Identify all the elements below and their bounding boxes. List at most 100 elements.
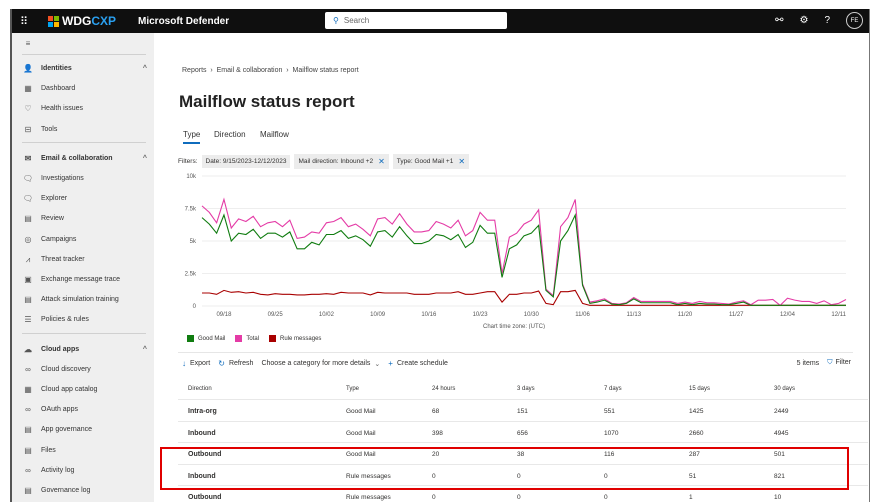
avatar[interactable]: FE [846,12,863,29]
item-icon: 🗨 [22,194,34,204]
sidebar-item[interactable]: ▤ Review [22,214,147,223]
column-header[interactable]: 30 days [774,386,796,392]
table-cell: 821 [774,472,785,480]
table-cell: 0 [432,472,436,480]
divider [22,54,146,55]
item-icon: ∞ [25,465,31,475]
item-icon: ☰ [24,315,32,325]
search-input[interactable]: ⚲ Search [325,12,507,29]
sidebar-section-0[interactable]: 👤 Identities ^ [23,64,147,73]
item-icon: ▤ [24,214,32,224]
section-icon: 👤 [23,64,33,73]
column-header[interactable]: 7 days [604,386,622,392]
x-tick-label: 09/25 [268,312,284,318]
item-icon: ⩘ [25,254,31,264]
sidebar-item[interactable]: 🗨 Explorer [22,194,68,204]
legend-item[interactable]: Total [235,335,259,342]
filter-icon: ⛉ [827,359,833,366]
sidebar-section-1[interactable]: ✉ Email & collaboration ^ [22,154,147,163]
highlight-box [160,447,849,490]
x-tick-label: 11/27 [729,312,744,318]
column-header[interactable]: 24 hours [432,386,456,392]
sidebar-item[interactable]: ⩘ Threat tracker [22,255,147,265]
table-cell: Good Mail [346,408,376,415]
column-header[interactable]: 15 days [689,386,711,392]
chevron-up-icon[interactable]: ^ [142,65,147,72]
sidebar-item[interactable]: ▣ Exchange message trace [22,275,147,284]
refresh-button[interactable]: ↻ Refresh [218,359,254,368]
table-cell: Outbound [188,494,222,501]
column-header[interactable]: 3 days [517,386,535,392]
column-header[interactable]: Type [346,386,360,392]
tab-direction[interactable]: Direction [214,130,246,139]
page-title: Mailflow status report [179,92,355,111]
sidebar-item[interactable]: ⊟ Tools [22,125,147,134]
table-row[interactable]: Outbound Rule messages 0 0 0 1 10 [178,486,868,502]
create-schedule-button[interactable]: + Create schedule [388,359,448,368]
y-tick-label: 7.5k [185,207,197,213]
table-cell: Rule messages [346,494,391,501]
breadcrumb-email[interactable]: Email & collaboration [216,67,283,74]
sidebar-item[interactable]: ∞ Cloud discovery [22,365,147,374]
share-icon[interactable]: ⚯ [775,15,784,26]
series-line-good-mail [201,212,846,306]
chevron-up-icon[interactable]: ^ [142,154,147,162]
plus-icon: + [388,359,393,368]
sidebar-item[interactable]: ☰ Policies & rules [22,315,147,324]
column-header[interactable]: Direction [188,386,212,392]
breadcrumb: Reports › Email & collaboration › Mailfl… [182,67,359,74]
table-cell: 656 [517,429,528,437]
sidebar-item[interactable]: ▤ App governance [22,425,147,434]
chevron-up-icon[interactable]: ^ [142,345,147,353]
close-icon[interactable]: ✕ [378,157,385,166]
sidebar-item[interactable]: 🗨 Investigations [22,174,84,183]
table-cell: 501 [774,451,785,458]
table-row[interactable]: Inbound Good Mail 398 656 1070 2660 4945 [178,422,868,443]
sidebar-item[interactable]: ▦ Dashboard [22,84,147,93]
app-launcher-icon[interactable]: ⠿ [20,15,29,28]
sidebar-item[interactable]: ♡ Health issues [22,104,147,113]
legend-swatch [187,335,194,342]
filter-chip-direction[interactable]: Mail direction: Inbound +2 ✕ [294,154,389,169]
logo[interactable]: WDG CXP [48,14,116,28]
sidebar-item[interactable]: ◎ Campaigns [22,235,147,244]
legend-item[interactable]: Rule messages [269,335,321,342]
breadcrumb-reports[interactable]: Reports [182,67,207,74]
sidebar-item[interactable]: ▤ Attack simulation training [22,295,147,304]
x-tick-label: 12/11 [831,312,846,318]
sidebar-item[interactable]: ∞ Activity log [22,466,147,475]
export-button[interactable]: ↓ Export [182,359,211,368]
table-cell: 1425 [689,408,704,415]
legend-swatch [235,335,243,342]
section-icon: ☁ [24,344,32,354]
sidebar-item[interactable]: ▤ Governance log [22,486,147,495]
filter-chip-type[interactable]: Type: Good Mail +1 ✕ [392,154,470,169]
item-icon: ∞ [25,405,31,415]
help-icon[interactable]: ? [824,15,830,26]
legend-item[interactable]: Good Mail [187,335,225,342]
table-cell: Good Mail [346,429,376,437]
gear-icon[interactable]: ⚙ [799,15,809,26]
table-row[interactable]: Inbound Rule messages 0 0 0 51 821 [178,465,868,486]
table-cell: 51 [689,472,697,480]
filter-button[interactable]: ⛉ Filter [827,359,851,366]
tab-type[interactable]: Type [183,130,201,144]
x-tick-label: 10/30 [524,312,540,318]
series-line-rule-messages [202,289,846,306]
table-row[interactable]: Intra-org Good Mail 68 151 551 1425 2449 [178,400,868,422]
y-tick-label: 5k [190,239,197,245]
close-icon[interactable]: ✕ [458,157,466,166]
sidebar-section-2[interactable]: ☁ Cloud apps ^ [24,344,147,354]
sidebar-item[interactable]: ∞ OAuth apps [22,405,147,414]
x-tick-label: 10/23 [473,312,489,318]
x-tick-label: 10/09 [370,312,386,318]
menu-toggle-icon[interactable]: ≡ [25,39,31,48]
tab-mailflow[interactable]: Mailflow [260,130,289,139]
divider [22,332,146,334]
sidebar-item[interactable]: ▦ Cloud app catalog [22,385,147,394]
table-row[interactable]: Outbound Good Mail 20 38 116 287 501 [178,443,868,465]
category-dropdown[interactable]: Choose a category for more details ⌄ [261,360,381,368]
filter-chip-date[interactable]: Date: 9/15/2023-12/12/2023 [201,155,291,168]
y-tick-label: 10k [186,174,197,180]
sidebar-item[interactable]: ▤ Files [22,446,147,455]
